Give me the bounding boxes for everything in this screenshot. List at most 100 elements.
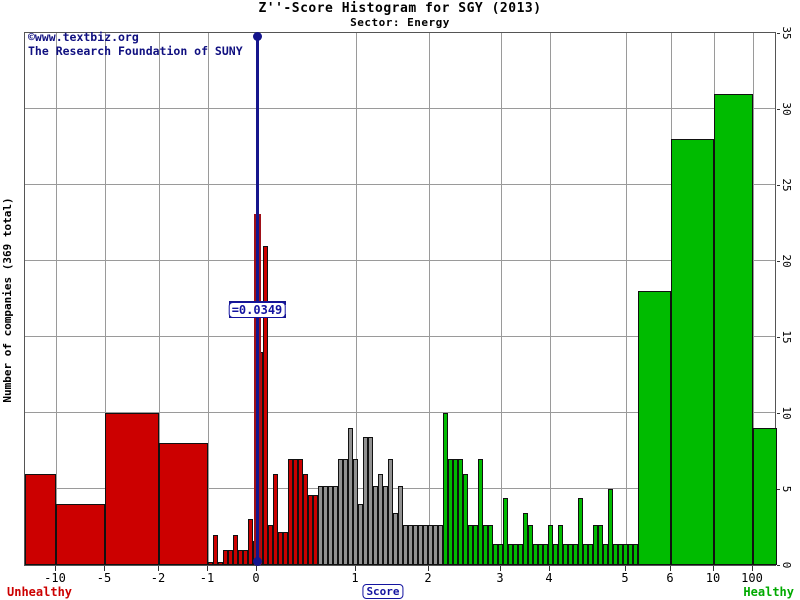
- histogram-bar: [298, 458, 303, 565]
- x-axis-tick: [500, 566, 501, 571]
- x-axis-tick: [55, 566, 56, 571]
- histogram-bar: [483, 525, 488, 565]
- gridline-y: [25, 108, 775, 109]
- y-axis-tick-label: 5: [780, 485, 793, 493]
- histogram-bar: [358, 504, 363, 565]
- histogram-bar: [498, 543, 503, 565]
- histogram-bar: [553, 543, 558, 565]
- histogram-bar: [25, 473, 56, 565]
- histogram-bar: [308, 495, 313, 565]
- histogram-bar: [233, 534, 238, 565]
- histogram-bar: [518, 543, 523, 565]
- x-axis-tick-label: 2: [424, 571, 432, 585]
- histogram-bar: [378, 473, 383, 565]
- marker-value-label: =0.0349: [228, 301, 286, 318]
- histogram-bar: [573, 543, 578, 565]
- histogram-bar: [363, 437, 368, 565]
- histogram-bar: [273, 473, 278, 565]
- marker-bottom-dot: [253, 557, 262, 566]
- histogram-bar: [568, 543, 573, 565]
- x-axis-tick-label: 0: [252, 571, 260, 585]
- histogram-bar: [373, 485, 378, 565]
- histogram-bar: [413, 525, 418, 565]
- histogram-bar: [288, 458, 293, 565]
- x-axis-tick-label: -10: [44, 571, 66, 585]
- histogram-bar: [283, 531, 288, 565]
- gridline-x: [429, 33, 430, 565]
- gridline-y: [25, 184, 775, 185]
- histogram-bar: [558, 525, 563, 565]
- y-axis-tick-label: 10: [780, 406, 793, 420]
- y-axis-tick: [777, 337, 780, 338]
- zone-label-healthy: Healthy: [743, 585, 794, 599]
- chart-title: Z''-Score Histogram for SGY (2013): [258, 1, 542, 16]
- histogram-bar: [428, 525, 433, 565]
- y-axis-tick: [777, 565, 780, 566]
- histogram-bar: [453, 458, 458, 565]
- histogram-bar: [318, 485, 323, 565]
- histogram-bar: [488, 525, 493, 565]
- x-axis-label: Score: [362, 584, 404, 599]
- histogram-bar: [633, 543, 638, 565]
- histogram-bar: [563, 543, 568, 565]
- histogram-bar: [105, 413, 159, 565]
- histogram-bar: [223, 549, 228, 565]
- y-axis-tick-label: 30: [780, 102, 793, 116]
- y-axis-title: Number of companies (369 total): [1, 197, 14, 403]
- gridline-y: [25, 412, 775, 413]
- gridline-x: [753, 33, 754, 565]
- histogram-bar: [598, 525, 603, 565]
- histogram-bar: [278, 531, 283, 565]
- y-axis-tick: [777, 489, 780, 490]
- histogram-bar: [463, 473, 468, 565]
- histogram-bar: [618, 543, 623, 565]
- plot-area: =0.0349: [24, 32, 777, 566]
- y-axis-tick: [777, 33, 780, 34]
- histogram-bar: [213, 534, 218, 565]
- histogram-bar: [538, 543, 543, 565]
- histogram-bar: [588, 543, 593, 565]
- x-axis-tick: [752, 566, 753, 571]
- histogram-bar: [613, 543, 618, 565]
- histogram-bar: [328, 485, 333, 565]
- histogram-bar: [333, 485, 338, 565]
- histogram-bar: [208, 561, 213, 565]
- y-axis-tick-label: 20: [780, 254, 793, 268]
- histogram-bar: [548, 525, 553, 565]
- histogram-bar: [313, 495, 318, 565]
- histogram-bar: [303, 473, 308, 565]
- gridline-x: [501, 33, 502, 565]
- histogram-bar: [388, 458, 393, 565]
- x-axis-tick-label: 1: [351, 571, 359, 585]
- histogram-bar: [493, 543, 498, 565]
- histogram-bar: [593, 525, 598, 565]
- histogram-bar: [56, 504, 105, 565]
- histogram-bar: [368, 437, 373, 565]
- y-axis-tick-label: 25: [780, 178, 793, 192]
- copyright-annotation: ©www.textbiz.org The Research Foundation…: [28, 30, 243, 58]
- histogram-bar: [473, 525, 478, 565]
- histogram-bar: [443, 413, 448, 565]
- histogram-bar: [448, 458, 453, 565]
- x-axis-tick-label: 100: [741, 571, 763, 585]
- histogram-bar: [398, 485, 403, 565]
- histogram-bar: [243, 549, 248, 565]
- y-axis-tick: [777, 185, 780, 186]
- x-axis-tick-label: 5: [621, 571, 629, 585]
- histogram-bar: [268, 525, 273, 565]
- histogram-bar: [393, 513, 398, 565]
- histogram-bar: [238, 549, 243, 565]
- gridline-x: [626, 33, 627, 565]
- histogram-bar: [671, 139, 714, 565]
- marker-line-overlay: [256, 36, 259, 559]
- histogram-bar: [383, 485, 388, 565]
- x-axis-tick-label: 4: [545, 571, 553, 585]
- x-axis-tick: [670, 566, 671, 571]
- zone-label-unhealthy: Unhealthy: [7, 585, 73, 599]
- gridline-y: [25, 336, 775, 337]
- histogram-bar: [583, 543, 588, 565]
- histogram-bar: [348, 428, 353, 565]
- gridline-y: [25, 260, 775, 261]
- histogram-bar: [608, 489, 613, 565]
- histogram-bar: [753, 428, 777, 565]
